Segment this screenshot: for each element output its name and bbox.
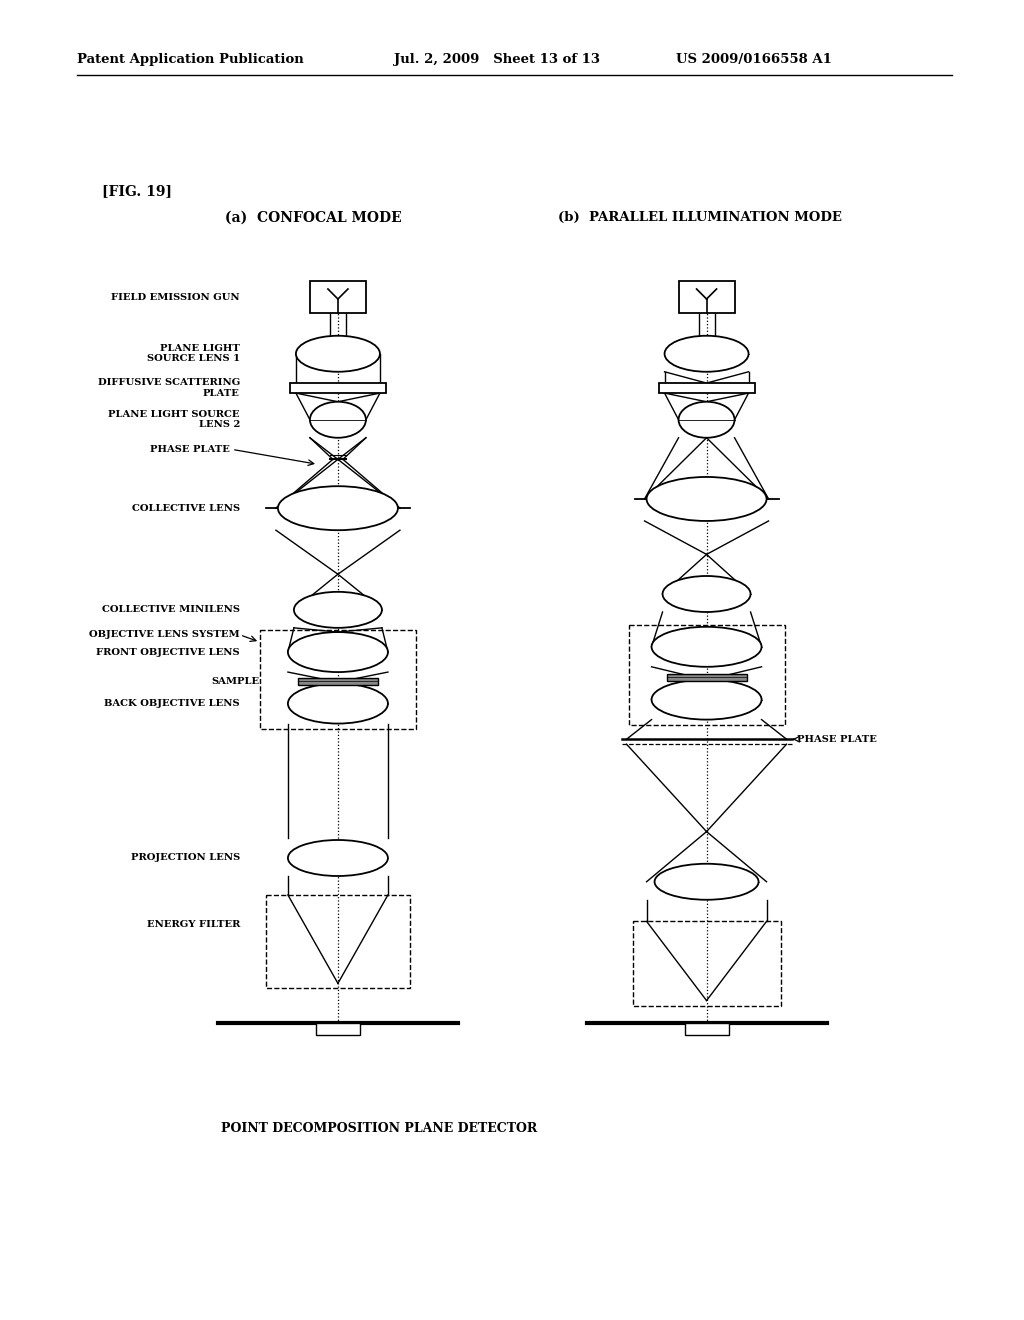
Text: SAMPLE: SAMPLE <box>212 677 260 685</box>
Text: PROJECTION LENS: PROJECTION LENS <box>131 854 240 862</box>
Ellipse shape <box>654 863 759 900</box>
Ellipse shape <box>651 680 762 719</box>
Bar <box>266 895 410 989</box>
Ellipse shape <box>296 335 380 372</box>
Text: Jul. 2, 2009   Sheet 13 of 13: Jul. 2, 2009 Sheet 13 of 13 <box>394 53 600 66</box>
Bar <box>629 624 784 725</box>
Text: OBJECTIVE LENS SYSTEM: OBJECTIVE LENS SYSTEM <box>89 631 240 639</box>
Ellipse shape <box>663 576 751 612</box>
Text: DIFFUSIVE SCATTERING
PLATE: DIFFUSIVE SCATTERING PLATE <box>97 379 240 397</box>
Ellipse shape <box>646 477 767 521</box>
Text: FIELD EMISSION GUN: FIELD EMISSION GUN <box>112 293 240 301</box>
Text: FRONT OBJECTIVE LENS: FRONT OBJECTIVE LENS <box>96 648 240 656</box>
Text: PLANE LIGHT
SOURCE LENS 1: PLANE LIGHT SOURCE LENS 1 <box>146 345 240 363</box>
Text: POINT DECOMPOSITION PLANE DETECTOR: POINT DECOMPOSITION PLANE DETECTOR <box>221 1122 537 1135</box>
Bar <box>298 677 378 685</box>
Bar <box>658 383 755 393</box>
Bar <box>310 281 366 313</box>
Bar <box>260 630 416 729</box>
Ellipse shape <box>651 627 762 667</box>
Bar <box>679 281 734 313</box>
Text: US 2009/0166558 A1: US 2009/0166558 A1 <box>676 53 831 66</box>
Text: (a)  CONFOCAL MODE: (a) CONFOCAL MODE <box>225 211 402 224</box>
Bar <box>316 1023 359 1035</box>
Ellipse shape <box>288 684 388 723</box>
Text: (b)  PARALLEL ILLUMINATION MODE: (b) PARALLEL ILLUMINATION MODE <box>558 211 842 224</box>
Bar <box>667 673 746 681</box>
Ellipse shape <box>288 840 388 876</box>
Text: PHASE PLATE: PHASE PLATE <box>151 445 230 454</box>
Ellipse shape <box>679 401 734 438</box>
Ellipse shape <box>288 632 388 672</box>
Text: [FIG. 19]: [FIG. 19] <box>102 185 172 198</box>
Ellipse shape <box>294 591 382 628</box>
Ellipse shape <box>665 335 749 372</box>
Text: ENERGY FILTER: ENERGY FILTER <box>146 920 240 929</box>
Bar <box>633 921 780 1006</box>
Bar <box>290 383 386 393</box>
Text: PHASE PLATE: PHASE PLATE <box>797 735 877 743</box>
Ellipse shape <box>278 486 398 531</box>
Text: COLLECTIVE LENS: COLLECTIVE LENS <box>132 504 240 512</box>
Text: COLLECTIVE MINILENS: COLLECTIVE MINILENS <box>102 606 240 614</box>
Text: BACK OBJECTIVE LENS: BACK OBJECTIVE LENS <box>104 700 240 708</box>
Bar <box>685 1023 728 1035</box>
Text: PLANE LIGHT SOURCE
LENS 2: PLANE LIGHT SOURCE LENS 2 <box>109 411 240 429</box>
Ellipse shape <box>310 401 366 438</box>
Text: Patent Application Publication: Patent Application Publication <box>77 53 303 66</box>
